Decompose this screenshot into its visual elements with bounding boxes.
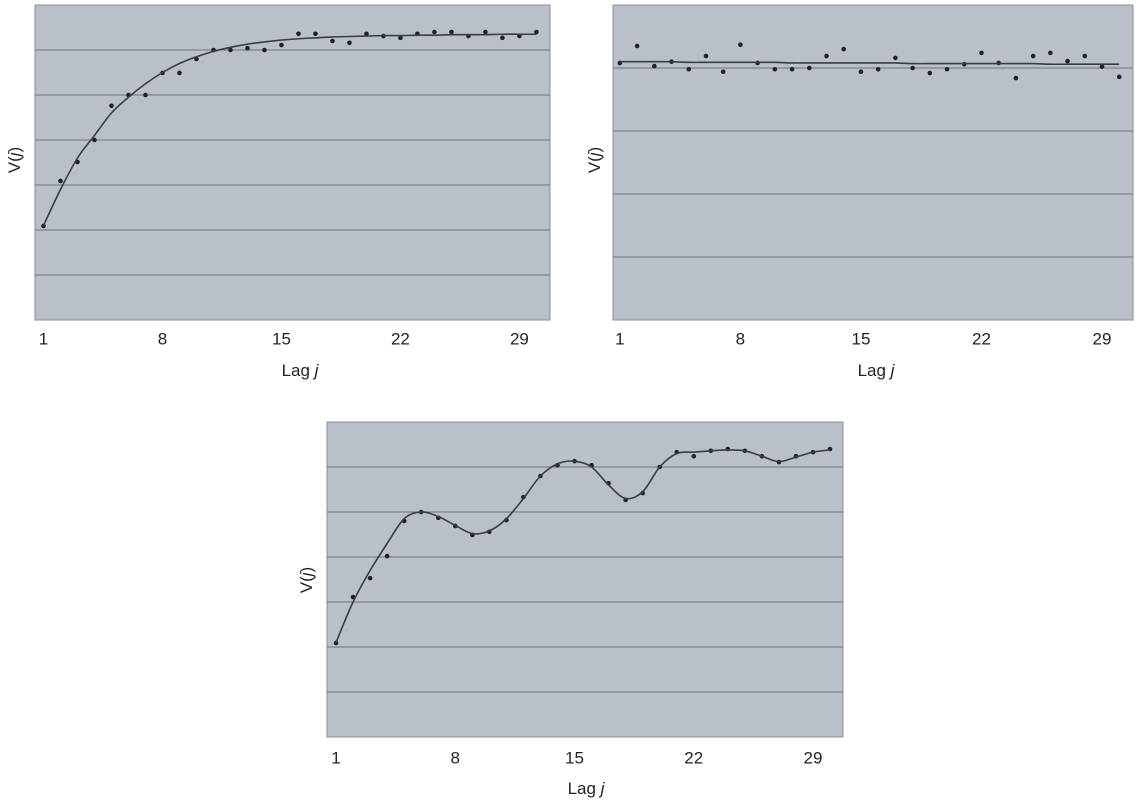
data-point <box>228 47 233 53</box>
data-point <box>279 42 284 48</box>
y-axis-label-part: j <box>5 151 24 158</box>
x-axis-label-part: Lag <box>568 779 601 798</box>
data-point <box>927 70 933 76</box>
data-point <box>944 66 950 72</box>
data-point <box>367 575 373 581</box>
fit-curve <box>42 33 537 226</box>
x-tick-label: 22 <box>391 329 410 348</box>
x-axis-label: Lag j <box>858 361 896 380</box>
x-tick-label: 8 <box>451 748 460 767</box>
data-point <box>858 69 864 75</box>
data-point <box>262 47 267 53</box>
data-point <box>1030 53 1036 59</box>
data-point <box>534 29 539 35</box>
x-axis-label-part: j <box>599 779 606 798</box>
data-point <box>875 66 881 72</box>
data-point <box>92 137 97 143</box>
data-point <box>313 31 318 37</box>
data-point <box>1099 64 1105 70</box>
x-tick-label: 1 <box>331 748 340 767</box>
fit-curve <box>335 449 831 643</box>
data-point <box>245 45 250 51</box>
data-point <box>979 50 984 56</box>
x-tick-label: 29 <box>510 329 529 348</box>
data-point <box>1116 74 1122 80</box>
x-tick-label: 15 <box>272 329 291 348</box>
x-axis-label-part: Lag <box>282 361 315 380</box>
data-point <box>703 53 709 59</box>
fit-curve <box>619 60 1120 66</box>
data-point <box>483 29 488 35</box>
plot-area <box>612 4 1134 321</box>
y-axis-label-part: V( <box>585 156 604 173</box>
x-tick-label: 15 <box>565 748 584 767</box>
data-point <box>893 55 898 61</box>
y-axis-label-part: V( <box>297 576 316 593</box>
y-axis-label-part: j <box>585 151 604 158</box>
y-axis-label-part: j <box>297 571 316 578</box>
data-point <box>738 42 743 47</box>
data-point <box>143 92 148 98</box>
data-point <box>347 40 352 46</box>
data-point <box>1065 58 1070 64</box>
x-tick-label: 8 <box>736 329 745 348</box>
x-axis-label-part: j <box>889 361 896 380</box>
y-axis-label-part: ) <box>5 147 24 153</box>
data-point <box>652 63 657 69</box>
data-point <box>500 35 505 41</box>
data-point <box>1013 75 1019 81</box>
x-axis-label: Lag j <box>282 361 320 380</box>
x-tick-label: 29 <box>1093 329 1112 348</box>
data-point <box>330 38 335 44</box>
x-axis-label-part: Lag <box>858 361 891 380</box>
data-point <box>686 66 692 72</box>
x-axis-label-part: j <box>313 361 320 380</box>
data-point <box>841 46 847 52</box>
x-tick-label: 8 <box>158 329 167 348</box>
data-point <box>449 29 454 35</box>
x-tick-label: 29 <box>804 748 823 767</box>
data-point <box>634 43 640 49</box>
data-point <box>364 31 369 37</box>
data-point <box>296 31 301 37</box>
x-tick-label: 22 <box>684 748 703 767</box>
data-point <box>1048 50 1053 56</box>
data-point <box>109 103 114 109</box>
x-tick-label: 1 <box>39 329 48 348</box>
data-point <box>1082 53 1088 59</box>
data-point <box>432 29 437 35</box>
y-axis-label: V(j) <box>297 567 316 593</box>
y-axis-label-part: V( <box>5 156 24 173</box>
y-axis-label: V(j) <box>5 147 24 173</box>
plot-area <box>326 421 844 738</box>
data-point <box>910 65 915 71</box>
y-axis-label: V(j) <box>585 147 604 173</box>
x-tick-label: 1 <box>615 329 624 348</box>
data-point <box>691 453 697 459</box>
data-point <box>384 553 390 559</box>
plot-area <box>34 4 551 321</box>
y-axis-label-part: ) <box>297 567 316 573</box>
data-point <box>720 69 726 75</box>
y-axis-label-part: ) <box>585 147 604 153</box>
data-point <box>177 70 182 76</box>
data-point <box>772 66 778 72</box>
data-point <box>789 66 795 72</box>
x-axis-label: Lag j <box>568 779 606 798</box>
x-tick-label: 15 <box>851 329 870 348</box>
data-point <box>58 178 63 184</box>
data-point <box>398 35 403 41</box>
data-point <box>824 53 829 59</box>
data-point <box>806 65 812 71</box>
x-tick-label: 22 <box>972 329 991 348</box>
